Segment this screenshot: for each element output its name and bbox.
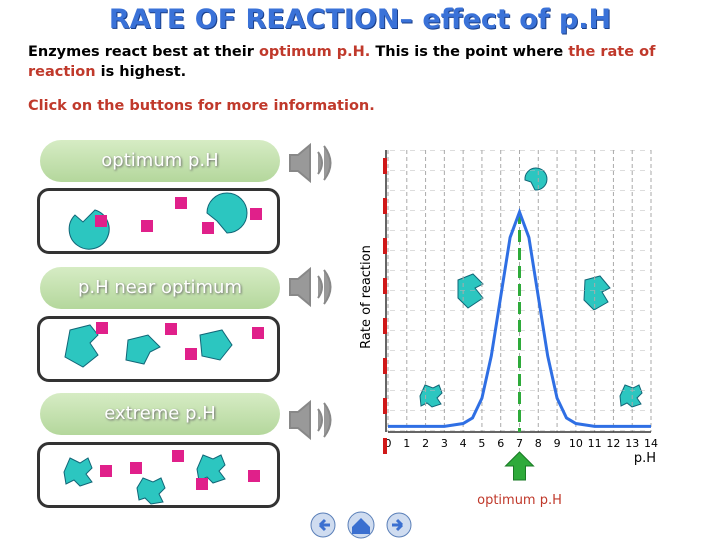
intro-text: is highest. — [95, 64, 187, 80]
x-tick-label: 13 — [625, 437, 639, 450]
button[interactable]: optimum p.H — [40, 140, 280, 182]
button[interactable]: extreme p.H — [40, 393, 280, 435]
y-axis-label: Rate of reaction — [359, 245, 374, 349]
x-tick-label: 12 — [606, 437, 620, 450]
x-tick-label: 8 — [535, 437, 542, 450]
intro: Enzymes react best at their optimum p.H.… — [28, 42, 698, 82]
intro-text: Enzymes react best at their — [28, 44, 259, 60]
speakers[interactable] — [289, 142, 332, 441]
intro-text: This is the point where — [370, 44, 569, 60]
x-tick-label: 6 — [497, 437, 504, 450]
x-tick-label: 4 — [460, 437, 467, 450]
annotation: optimum p.H — [477, 493, 562, 508]
x-tick-label: 14 — [644, 437, 658, 450]
x-tick-label: 5 — [478, 437, 485, 450]
x-tick-label: 3 — [441, 437, 448, 450]
intro-text: optimum p.H. — [258, 44, 371, 60]
curve — [388, 207, 651, 428]
intro-text: the rate of reaction — [28, 44, 656, 80]
x-tick-label: 9 — [554, 437, 561, 450]
title: RATE OF REACTION– effect of p.H — [108, 4, 612, 35]
instruction: Click on the buttons for more informatio… — [28, 98, 375, 114]
optimum-arrow — [504, 451, 535, 481]
x-tick-label: 11 — [588, 437, 602, 450]
x-axis-label: p.H — [634, 451, 656, 466]
x-tick-label: 2 — [422, 437, 429, 450]
nav-buttons[interactable] — [310, 511, 412, 539]
x-tick-label: 1 — [403, 437, 410, 450]
x-tick-label: 10 — [569, 437, 583, 450]
x-tick-label: 7 — [516, 437, 523, 450]
x-tick-label: 0 — [385, 437, 392, 450]
button[interactable]: p.H near optimum — [40, 267, 280, 309]
